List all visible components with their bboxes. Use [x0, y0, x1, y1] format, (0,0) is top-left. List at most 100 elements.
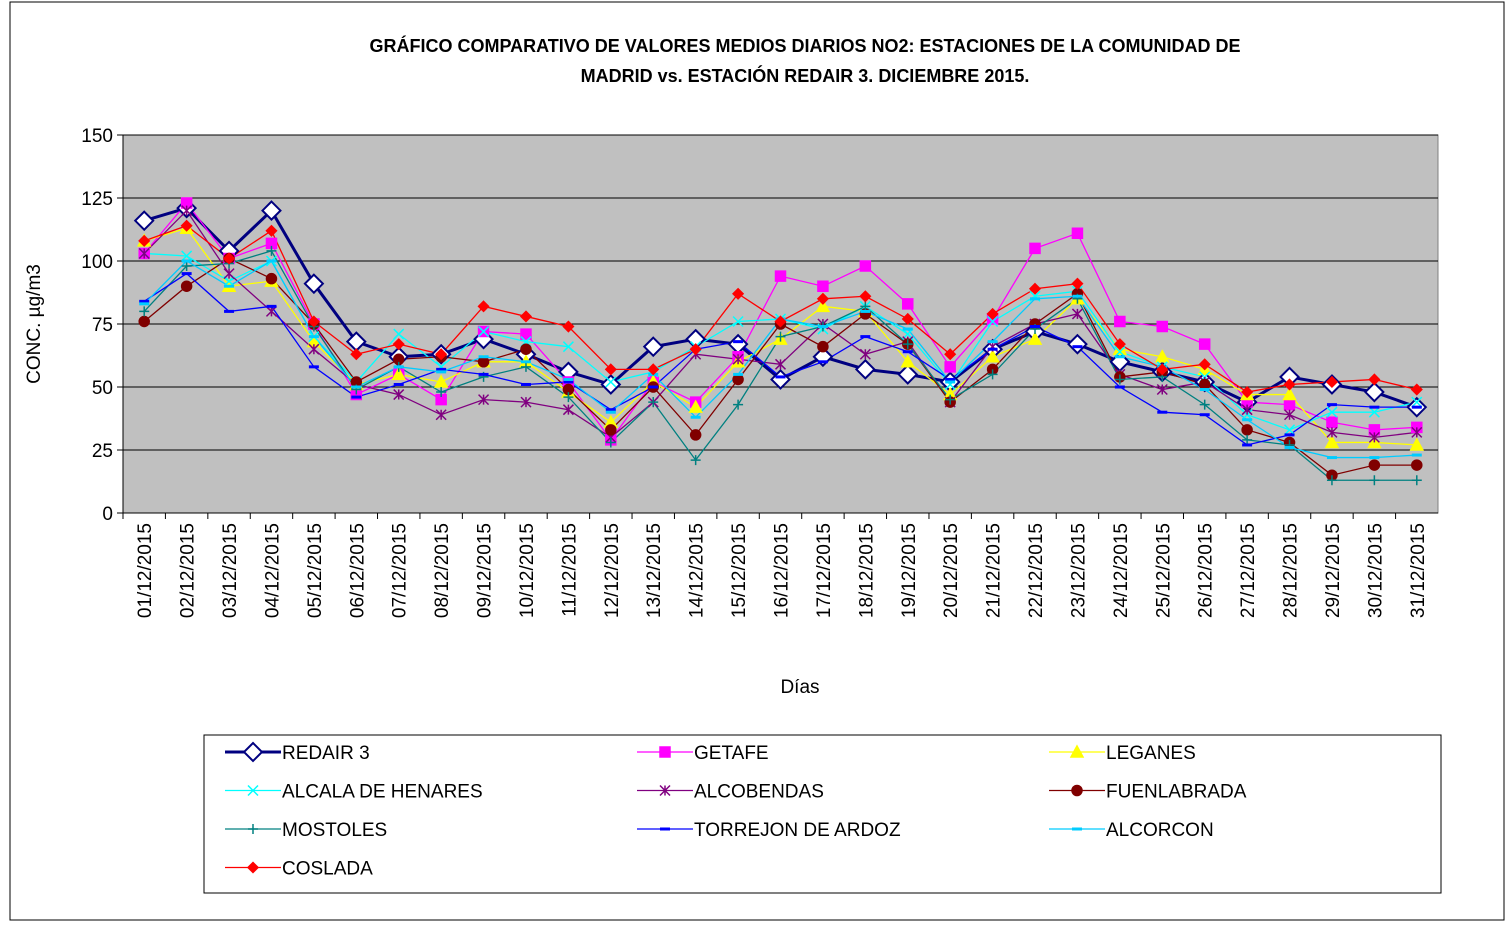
legend-marker — [247, 784, 259, 797]
data-point — [478, 326, 490, 338]
data-point — [732, 287, 745, 300]
data-point — [133, 210, 155, 232]
data-point — [1156, 320, 1169, 333]
data-point — [222, 252, 236, 265]
data-point — [1326, 406, 1338, 418]
legend-marker — [659, 746, 671, 758]
data-point — [897, 363, 919, 385]
data-point — [986, 307, 999, 320]
data-point — [1411, 459, 1423, 471]
data-point — [770, 369, 791, 390]
data-point — [266, 245, 277, 256]
data-point — [519, 310, 533, 323]
legend-marker — [659, 784, 671, 797]
data-point — [817, 280, 829, 292]
data-point — [261, 200, 282, 222]
data-point — [265, 305, 277, 317]
data-point — [1156, 363, 1169, 376]
data-point — [859, 260, 872, 272]
data-point — [1029, 242, 1041, 255]
data-point — [308, 343, 320, 355]
data-point — [987, 369, 998, 380]
data-point — [1071, 227, 1084, 240]
data-point — [605, 437, 616, 448]
data-point — [265, 272, 278, 285]
data-point — [393, 328, 405, 340]
data-point — [1114, 315, 1126, 328]
data-point — [944, 361, 956, 373]
data-point — [1409, 437, 1425, 451]
x-tick-label: 14/12/2015 — [687, 523, 708, 618]
data-point — [732, 353, 744, 365]
y-tick-label: 150 — [81, 126, 113, 147]
data-point — [563, 392, 574, 403]
x-tick-label: 11/12/2015 — [559, 523, 580, 617]
y-tick-label: 50 — [92, 378, 113, 399]
data-point — [1411, 426, 1423, 438]
legend-label: COSLADA — [282, 859, 373, 880]
x-tick-label: 06/12/2015 — [347, 523, 368, 618]
x-tick-label: 28/12/2015 — [1281, 523, 1302, 618]
legend-marker — [248, 824, 258, 834]
data-point — [600, 374, 622, 395]
data-point — [1198, 338, 1211, 350]
legend-label: GETAFE — [694, 743, 769, 764]
data-point — [265, 237, 278, 250]
data-point — [181, 261, 192, 272]
data-point — [817, 340, 829, 353]
data-point — [816, 292, 829, 305]
data-point — [1368, 406, 1380, 418]
data-point — [604, 363, 617, 376]
legend-label: ALCORCON — [1106, 820, 1214, 841]
data-point — [1282, 386, 1297, 401]
x-tick-label: 30/12/2015 — [1365, 523, 1386, 618]
y-tick-label: 0 — [102, 504, 113, 525]
data-point — [180, 219, 193, 232]
data-point — [181, 250, 193, 262]
data-point — [1027, 331, 1043, 345]
data-point — [689, 429, 702, 441]
data-point — [815, 298, 831, 313]
data-point — [139, 306, 150, 317]
legend-marker — [246, 861, 260, 874]
data-point — [648, 397, 659, 408]
data-point — [393, 389, 405, 401]
data-point — [987, 315, 999, 328]
data-point — [435, 393, 447, 406]
data-point — [562, 341, 574, 353]
data-point — [1411, 475, 1422, 486]
data-point — [985, 349, 1000, 363]
x-tick-label: 10/12/2015 — [517, 523, 538, 618]
x-tick-label: 09/12/2015 — [475, 523, 496, 618]
data-point — [265, 224, 278, 237]
data-point — [1368, 459, 1381, 471]
x-tick-label: 01/12/2015 — [135, 523, 156, 618]
data-point — [181, 205, 193, 217]
data-point — [1283, 424, 1296, 436]
y-axis-label: CONC. µg/m3 — [24, 264, 45, 384]
data-point — [307, 315, 320, 328]
data-point — [605, 424, 617, 436]
x-tick-label: 03/12/2015 — [220, 523, 241, 618]
data-point — [605, 376, 617, 388]
data-point — [774, 358, 787, 370]
data-point — [1199, 399, 1210, 410]
data-point — [1241, 409, 1253, 421]
data-point — [520, 396, 532, 408]
y-tick-label: 75 — [92, 315, 113, 336]
data-point — [520, 361, 531, 372]
data-point — [435, 409, 447, 421]
data-point — [859, 290, 872, 303]
x-tick-label: 25/12/2015 — [1153, 523, 1174, 618]
data-point — [1363, 381, 1385, 403]
data-point — [435, 348, 448, 361]
data-point — [1242, 434, 1253, 445]
data-point — [860, 301, 871, 312]
y-tick-label: 25 — [92, 441, 113, 462]
data-point — [1326, 426, 1338, 438]
data-point — [1241, 424, 1253, 436]
data-point — [1368, 424, 1381, 436]
data-point — [477, 356, 490, 368]
x-tick-label: 27/12/2015 — [1238, 523, 1259, 618]
data-point — [1283, 398, 1296, 411]
